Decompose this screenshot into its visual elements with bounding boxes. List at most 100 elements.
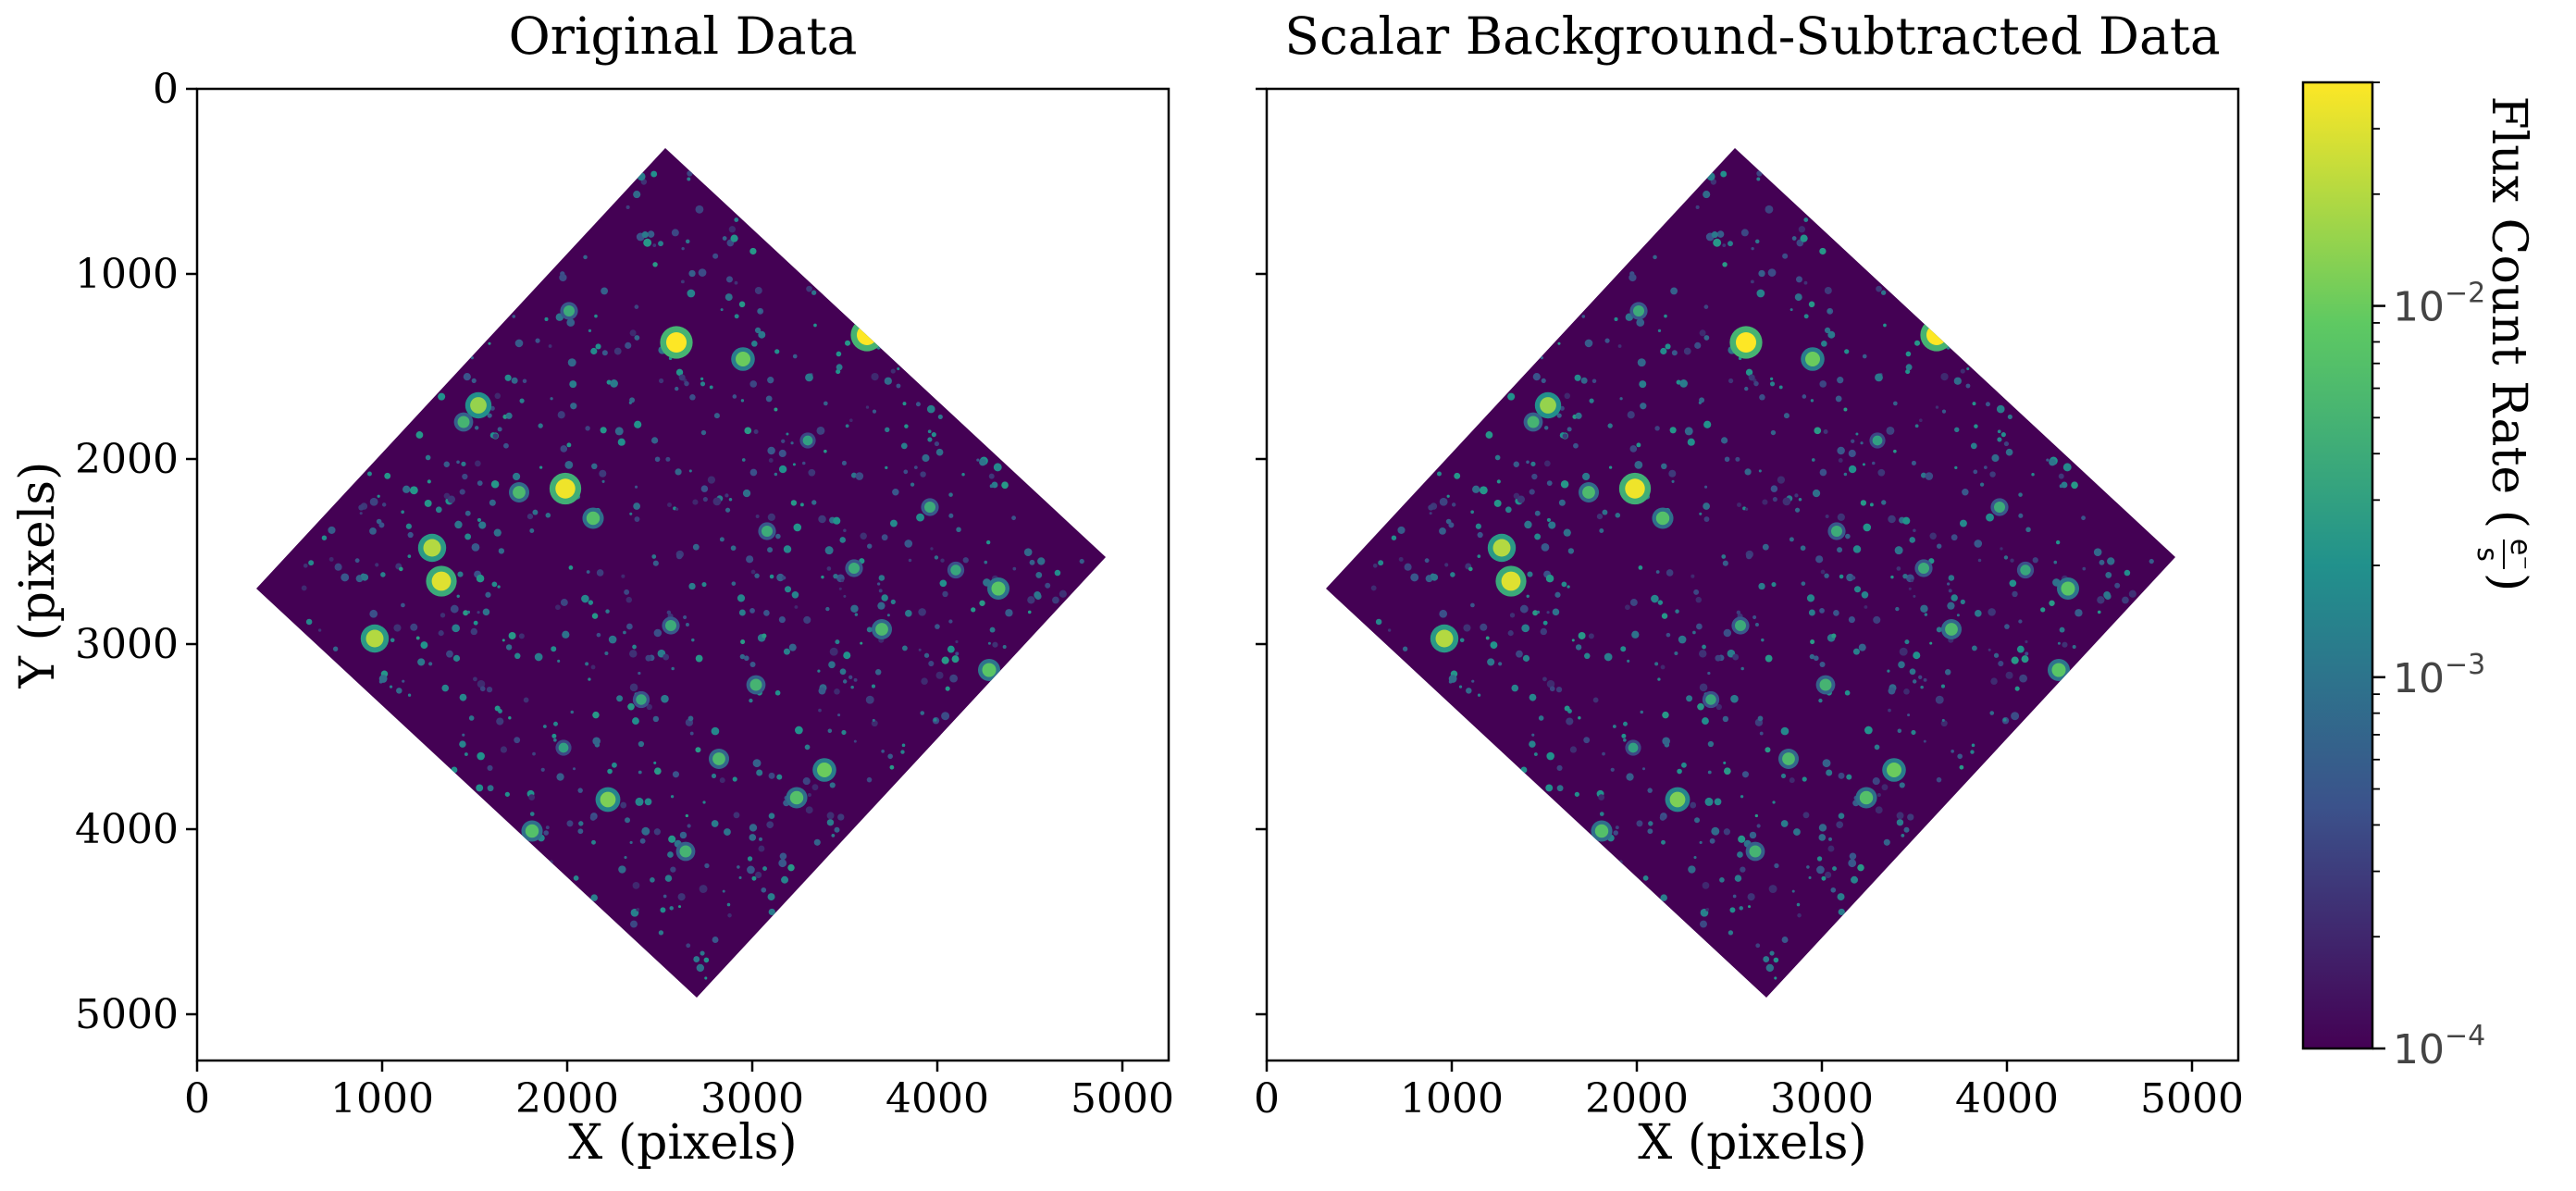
faint-source	[1876, 285, 1882, 292]
source-core	[789, 790, 804, 805]
faint-source	[1707, 770, 1712, 775]
faint-source	[1947, 602, 1955, 610]
faint-source	[1546, 611, 1550, 614]
faint-source	[660, 907, 666, 913]
colorbar-tick-label: 10−3	[2393, 649, 2485, 702]
faint-source	[1661, 839, 1666, 845]
faint-source	[828, 661, 836, 669]
faint-source	[836, 369, 841, 375]
faint-source	[818, 687, 826, 695]
source-core	[558, 742, 569, 753]
faint-source	[625, 341, 632, 349]
bright-source	[1652, 507, 1674, 529]
bright-source	[812, 758, 836, 782]
faint-source	[618, 865, 626, 874]
faint-source	[948, 619, 953, 624]
faint-source	[477, 517, 482, 523]
faint-source	[1557, 341, 1561, 345]
faint-source	[758, 309, 762, 314]
source-core	[982, 663, 997, 677]
faint-source	[1498, 662, 1503, 666]
bright-source	[1920, 318, 1953, 352]
faint-source	[1702, 881, 1710, 889]
faint-source	[792, 354, 798, 359]
faint-source	[1839, 574, 1844, 579]
faint-source	[774, 689, 781, 696]
faint-source	[712, 937, 719, 943]
faint-source	[629, 840, 633, 845]
faint-source	[457, 571, 464, 577]
faint-source	[838, 587, 842, 590]
faint-source	[1745, 368, 1753, 377]
faint-source	[502, 639, 505, 642]
bright-source	[708, 748, 730, 770]
faint-source	[1816, 856, 1823, 862]
faint-source	[961, 472, 965, 477]
faint-source	[1699, 650, 1707, 658]
faint-source	[675, 468, 682, 476]
faint-source	[931, 432, 936, 438]
faint-source	[1929, 532, 1937, 540]
faint-source	[900, 750, 905, 754]
faint-source	[1564, 392, 1571, 400]
faint-source	[675, 507, 679, 511]
faint-source	[1578, 631, 1586, 639]
faint-source	[884, 377, 892, 385]
faint-source	[762, 633, 767, 639]
faint-source	[650, 437, 659, 444]
faint-source	[778, 449, 786, 458]
faint-source	[396, 688, 402, 694]
faint-source	[1820, 569, 1826, 575]
faint-source	[643, 238, 652, 247]
faint-source	[538, 423, 543, 428]
faint-source	[613, 347, 622, 355]
image-footprint	[256, 148, 1106, 998]
source-core	[1830, 525, 1843, 538]
faint-source	[776, 774, 783, 780]
faint-source	[1636, 820, 1643, 827]
source-core	[457, 416, 470, 428]
faint-source	[1564, 705, 1570, 712]
faint-source	[1954, 427, 1960, 432]
faint-source	[1532, 610, 1539, 616]
faint-source	[477, 751, 485, 761]
faint-source	[1797, 912, 1802, 918]
faint-source	[1732, 894, 1737, 899]
faint-source	[2097, 596, 2105, 604]
faint-source	[753, 428, 759, 435]
faint-source	[1824, 327, 1831, 334]
faint-source	[811, 290, 817, 295]
faint-source	[754, 871, 762, 879]
faint-source	[1556, 764, 1563, 771]
faint-source	[526, 513, 534, 520]
source-halo	[1920, 318, 1953, 352]
bright-source	[1618, 472, 1652, 505]
faint-source	[1904, 639, 1910, 645]
faint-source	[624, 856, 627, 860]
faint-source	[947, 645, 955, 653]
faint-source	[1679, 379, 1688, 388]
faint-source	[725, 276, 733, 283]
faint-source	[703, 957, 710, 963]
faint-source	[1526, 460, 1530, 465]
source-core	[664, 619, 677, 632]
faint-source	[1439, 609, 1448, 618]
faint-source	[1793, 828, 1801, 836]
faint-source	[826, 819, 835, 826]
faint-source	[775, 533, 781, 540]
faint-source	[591, 839, 596, 845]
faint-source	[1888, 515, 1896, 524]
faint-source	[1971, 645, 1977, 651]
bright-source	[799, 432, 816, 449]
faint-source	[1875, 373, 1883, 382]
faint-source	[464, 533, 472, 540]
faint-source	[1806, 865, 1810, 869]
faint-source	[607, 768, 613, 775]
faint-source	[1660, 347, 1667, 355]
bright-source	[549, 472, 582, 505]
faint-source	[1722, 262, 1728, 267]
axes-frame	[1265, 87, 2240, 1062]
faint-source	[825, 606, 830, 612]
faint-source	[577, 788, 583, 793]
faint-source	[1436, 471, 1442, 477]
